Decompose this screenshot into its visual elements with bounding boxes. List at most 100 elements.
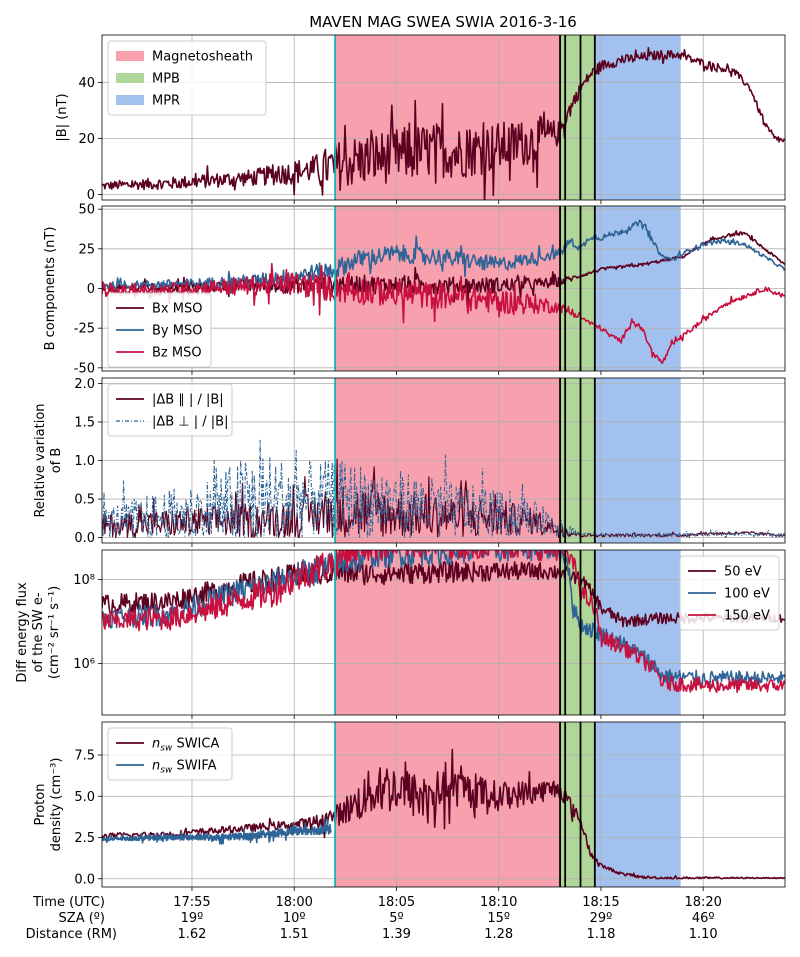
legend-box — [679, 555, 780, 631]
x-tick-label-time: 18:15 — [582, 895, 619, 910]
legend: 50 eV 100 eV 150 eV — [679, 555, 780, 631]
x-axis-labels: Time (UTC) SZA (º) Distance (RM) 17:5519… — [26, 895, 722, 942]
series--b- — [102, 46, 785, 200]
series-n-sw-swica — [102, 748, 785, 880]
y-tick-label: -50 — [74, 361, 95, 376]
x-tick-label-time: 18:00 — [275, 895, 312, 910]
series-group — [102, 219, 785, 364]
series-150-ev — [102, 550, 785, 694]
legend-label-part: n — [152, 759, 160, 774]
legend-label: |ΔB ⊥ | / |B| — [152, 415, 228, 430]
axes-frame — [101, 549, 786, 716]
legend-label: 50 eV — [724, 565, 762, 580]
legend-box — [107, 727, 233, 781]
series-group — [102, 46, 785, 200]
legend-label-part: sw — [160, 766, 173, 776]
y-tick-label: 0 — [87, 282, 95, 297]
legend-label: |ΔB ∥ | / |B| — [152, 393, 224, 408]
y-tick-label: 5.0 — [74, 790, 95, 805]
panel-3: 0.0 0.5 1.0 1.5 2.0 Relative variation of B |ΔB… — [33, 377, 786, 547]
legend-swatch — [116, 95, 144, 105]
series-group — [102, 439, 785, 539]
y-tick-label: 10⁶ — [73, 657, 95, 672]
y-tick-label: 0.0 — [74, 531, 95, 546]
y-axis-label: of the SW e- — [31, 592, 46, 672]
region-mpr — [594, 722, 681, 887]
legend-label: MPB — [152, 72, 180, 87]
legend-box — [107, 292, 212, 368]
y-tick-label: 1.5 — [74, 415, 95, 430]
legend: Bx MSO By MSO Bz MSO — [107, 292, 212, 368]
x-tick-label-distance: 1.18 — [586, 927, 615, 942]
series-group — [102, 550, 785, 694]
figure-title: MAVEN MAG SWEA SWIA 2016-3-16 — [309, 13, 577, 31]
legend-label: Bx MSO — [152, 302, 202, 317]
y-axis-label: of B — [49, 448, 64, 474]
y-tick-label: 1.0 — [74, 454, 95, 469]
x-tick-label-sza: 29º — [590, 911, 613, 926]
x-tick-label-time: 18:05 — [378, 895, 415, 910]
x-tick-label-sza: 46º — [692, 911, 715, 926]
legend-label: nsw SWICA — [152, 737, 219, 754]
y-tick-label: 2.0 — [74, 377, 95, 392]
legend-label: 100 eV — [724, 587, 770, 602]
panel-4: 10⁶ 10⁸ Diff energy flux of the SW e- (cm⁻² … — [15, 549, 786, 719]
legend-box — [107, 383, 233, 437]
series--b-b- — [102, 439, 785, 539]
y-tick-label: 20 — [78, 132, 95, 147]
legend-label: Magnetosheath — [152, 50, 253, 65]
x-tick-label-time: 18:20 — [684, 895, 721, 910]
legend-label-part: SWICA — [172, 737, 219, 752]
x-tick-label-sza: 5º — [389, 911, 403, 926]
y-axis-label: (cm⁻² sr⁻¹ s⁻¹) — [47, 586, 62, 679]
y-axis-label: B components (nT) — [43, 227, 58, 351]
legend-label: By MSO — [152, 324, 202, 339]
series-bz-mso — [102, 262, 785, 364]
y-tick-label: 50 — [78, 203, 95, 218]
y-tick-label: 2.5 — [74, 831, 95, 846]
region-mpr — [594, 35, 681, 200]
legend-label-part: sw — [160, 744, 173, 754]
y-axis-label: density (cm⁻³) — [49, 758, 64, 852]
y-tick-label: 25 — [78, 242, 95, 257]
y-tick-label: 10⁸ — [73, 573, 95, 588]
y-tick-label: -25 — [74, 322, 95, 337]
x-tick-label-distance: 1.28 — [484, 927, 513, 942]
x-tick-label-distance: 1.10 — [689, 927, 718, 942]
x-row-label-time: Time (UTC) — [32, 895, 105, 910]
legend-swatch — [116, 73, 144, 83]
y-axis-label: |B| (nT) — [55, 93, 70, 141]
y-tick-label: 0.0 — [74, 872, 95, 887]
y-tick-label: 0 — [87, 188, 95, 203]
x-row-label-sza: SZA (º) — [59, 911, 105, 926]
y-axis-label: Relative variation — [33, 403, 48, 517]
region-magnetosheath — [335, 35, 561, 200]
legend: |ΔB ∥ | / |B| |ΔB ⊥ | / |B| — [107, 383, 233, 437]
legend-box — [107, 40, 267, 116]
legend-label: nsw SWIFA — [152, 759, 217, 776]
x-tick-label-time: 18:10 — [480, 895, 517, 910]
x-row-label-distance: Distance (RM) — [26, 927, 117, 942]
legend: Magnetosheath MPB MPR — [107, 40, 267, 116]
x-tick-label-time: 17:55 — [173, 895, 210, 910]
y-axis-label: Proton — [33, 784, 48, 826]
y-tick-label: 0.5 — [74, 493, 95, 508]
legend-label: Bz MSO — [152, 346, 202, 361]
x-tick-label-sza: 15º — [487, 911, 510, 926]
axes-frame — [101, 721, 786, 888]
x-tick-label-sza: 19º — [181, 911, 204, 926]
axes-frame — [101, 34, 786, 201]
legend-label: MPR — [152, 94, 180, 109]
series-50-ev — [102, 560, 785, 628]
series-n-sw-swifa — [102, 818, 332, 845]
series-group — [102, 748, 785, 880]
legend-label-part: n — [152, 737, 160, 752]
legend-label-part: SWIFA — [172, 759, 216, 774]
x-tick-label-distance: 1.51 — [280, 927, 309, 942]
y-tick-label: 7.5 — [74, 749, 95, 764]
series-by-mso — [102, 219, 785, 294]
panel-2: -50 -25 0 25 50 B components (nT) Bx MSO By MSO… — [43, 203, 786, 376]
panel-1: 0 20 40 |B| (nT) Magnetosheath MPB MPR — [55, 34, 786, 204]
